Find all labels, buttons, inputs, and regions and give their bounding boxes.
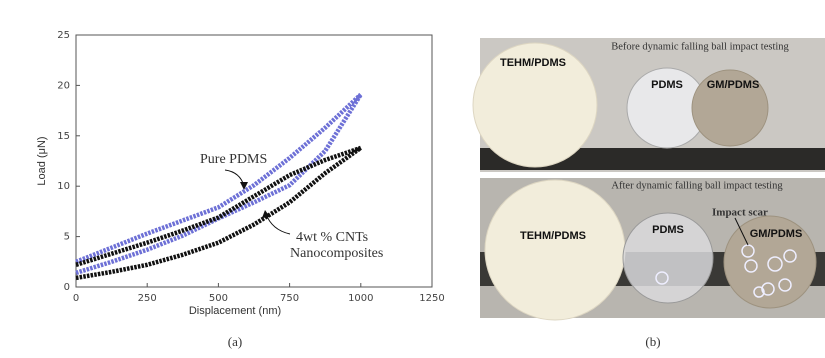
sample-label: GM/PDMS — [707, 79, 760, 91]
sample-label: PDMS — [652, 224, 684, 236]
y-tick-label: 25 — [57, 30, 70, 41]
y-tick-label: 0 — [64, 282, 70, 293]
photo-title: Before dynamic falling ball impact testi… — [611, 41, 789, 52]
x-tick-label: 1000 — [348, 293, 373, 304]
annotation-arrow — [734, 217, 749, 246]
series-line — [75, 146, 363, 281]
x-axis-title: Displacement (nm) — [189, 305, 281, 317]
sample-label: GM/PDMS — [750, 228, 803, 240]
y-tick-label: 5 — [64, 232, 70, 243]
y-tick-label: 10 — [57, 181, 70, 192]
x-tick-label: 750 — [280, 293, 299, 304]
impact-scars — [655, 244, 797, 298]
y-tick-label: 20 — [57, 80, 70, 91]
y-axis-title: Load (μN) — [36, 136, 48, 185]
x-tick-label: 0 — [73, 293, 79, 304]
photo-title: After dynamic falling ball impact testin… — [611, 180, 783, 191]
x-tick-label: 250 — [138, 293, 157, 304]
series-line — [75, 145, 362, 267]
photo: Before dynamic falling ball impact testi… — [472, 38, 825, 321]
x-tick-label: 500 — [209, 293, 228, 304]
sample-label: TEHM/PDMS — [520, 230, 586, 242]
caption: (a) — [228, 334, 242, 349]
annotation: 4wt % CNTs — [296, 230, 368, 245]
sample-label: PDMS — [651, 79, 683, 91]
sample-disc — [691, 69, 769, 147]
annotation-arrowhead — [240, 182, 248, 190]
annotation: Nanocomposites — [290, 246, 383, 261]
sample-disc — [723, 215, 817, 309]
series-line — [75, 92, 363, 264]
annotation: Impact scar — [712, 207, 768, 219]
plot-frame — [75, 34, 433, 288]
caption: (b) — [645, 334, 660, 349]
sample-disc — [484, 179, 626, 321]
sample-disc — [622, 212, 714, 304]
chart: Displacement (nm) Load (μN) Pure PDMS 4w… — [36, 30, 445, 317]
sample-disc — [472, 42, 598, 168]
x-tick-label: 1250 — [419, 293, 444, 304]
annotation: Pure PDMS — [200, 152, 267, 167]
sample-label: TEHM/PDMS — [500, 57, 566, 69]
y-tick-label: 15 — [57, 131, 70, 142]
